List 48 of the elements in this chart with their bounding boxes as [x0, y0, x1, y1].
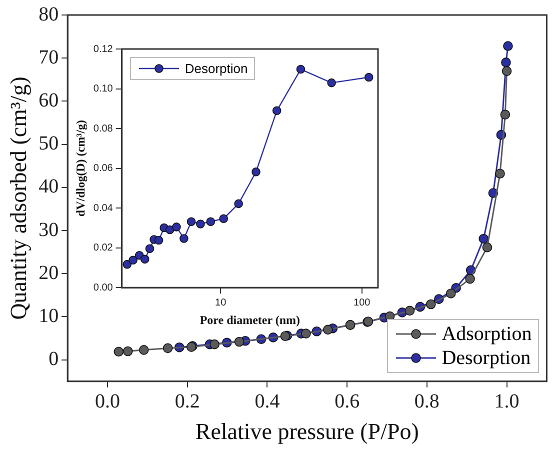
- x-tick-label: 0.8: [414, 390, 440, 413]
- y-tick-label: 0: [48, 348, 59, 370]
- point: [114, 346, 124, 357]
- point: [478, 234, 489, 244]
- x-axis-title: Pore diameter (nm): [200, 312, 300, 327]
- point: [500, 110, 510, 120]
- x-tick-label: 0.2: [174, 390, 200, 413]
- point: [503, 41, 513, 51]
- point: [138, 345, 149, 355]
- y-tick-label: 0.06: [93, 163, 114, 174]
- point: [234, 336, 244, 347]
- y-tick-label: 70: [38, 46, 59, 68]
- x-tick-label: 0.4: [254, 390, 280, 413]
- point: [501, 58, 511, 68]
- point: [301, 328, 311, 338]
- y-tick-label: 0.08: [93, 123, 114, 134]
- point: [404, 306, 415, 316]
- y-tick-label: 0.02: [93, 242, 114, 254]
- point: [495, 168, 505, 179]
- point: [465, 274, 475, 284]
- y-tick-label: 0.04: [93, 202, 114, 214]
- y-axis-title: dV/dlog(D) (cm³/g): [73, 120, 88, 217]
- y-tick-label: 20: [38, 262, 59, 284]
- legend-label: Adsorption: [442, 322, 532, 346]
- point: [162, 343, 173, 354]
- legend-label: Desorption: [184, 61, 248, 76]
- point: [122, 346, 133, 356]
- y-axis-title: Quantity adsorbed (cm³/g): [6, 76, 31, 320]
- y-tick-label: 80: [38, 3, 59, 26]
- point: [482, 242, 492, 252]
- x-tick-label: 1.0: [494, 390, 520, 413]
- y-tick-label: 50: [38, 132, 59, 155]
- y-tick-label: 60: [38, 89, 59, 112]
- y-tick-label: 30: [38, 218, 59, 241]
- y-tick-label: 40: [38, 176, 59, 198]
- y-tick-label: 0.10: [93, 84, 114, 95]
- y-tick-label: 0.00: [93, 282, 114, 294]
- x-tick-label: 0.0: [95, 390, 120, 413]
- point: [426, 299, 436, 310]
- x-axis-title: Relative pressure (P/Po): [195, 419, 419, 444]
- point: [502, 66, 512, 76]
- x-tick-label: 100: [354, 297, 371, 308]
- legend-label: Desorption: [442, 346, 531, 370]
- point: [446, 288, 456, 298]
- y-tick-label: 0.12: [93, 44, 114, 55]
- point: [323, 324, 333, 335]
- point: [210, 339, 220, 350]
- x-tick-label: 0.6: [334, 390, 360, 413]
